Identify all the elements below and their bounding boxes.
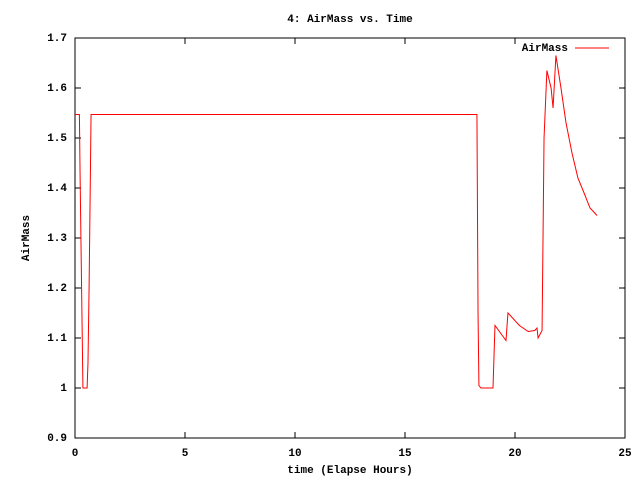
x-tick-label: 15 (398, 448, 412, 460)
x-tick-label: 0 (72, 448, 79, 460)
chart-title: 4: AirMass vs. Time (287, 14, 413, 26)
y-tick-label: 1.1 (47, 333, 67, 345)
x-tick-label: 20 (508, 448, 521, 460)
y-tick-label: 1.4 (47, 183, 67, 195)
legend-label: AirMass (522, 43, 568, 55)
x-tick-label: 10 (288, 448, 301, 460)
y-axis-label: AirMass (21, 215, 33, 261)
y-tick-label: 1.7 (47, 33, 67, 45)
x-tick-label: 25 (618, 448, 632, 460)
x-tick-label: 5 (182, 448, 189, 460)
y-tick-label: 1.2 (47, 283, 67, 295)
x-axis-label: time (Elapse Hours) (287, 465, 412, 477)
y-tick-label: 1 (60, 383, 67, 395)
y-tick-label: 0.9 (47, 433, 67, 445)
y-tick-label: 1.5 (47, 133, 67, 145)
y-tick-label: 1.3 (47, 233, 67, 245)
plot-frame (74, 37, 626, 439)
data-line (75, 55, 598, 389)
y-tick-label: 1.6 (47, 83, 67, 95)
